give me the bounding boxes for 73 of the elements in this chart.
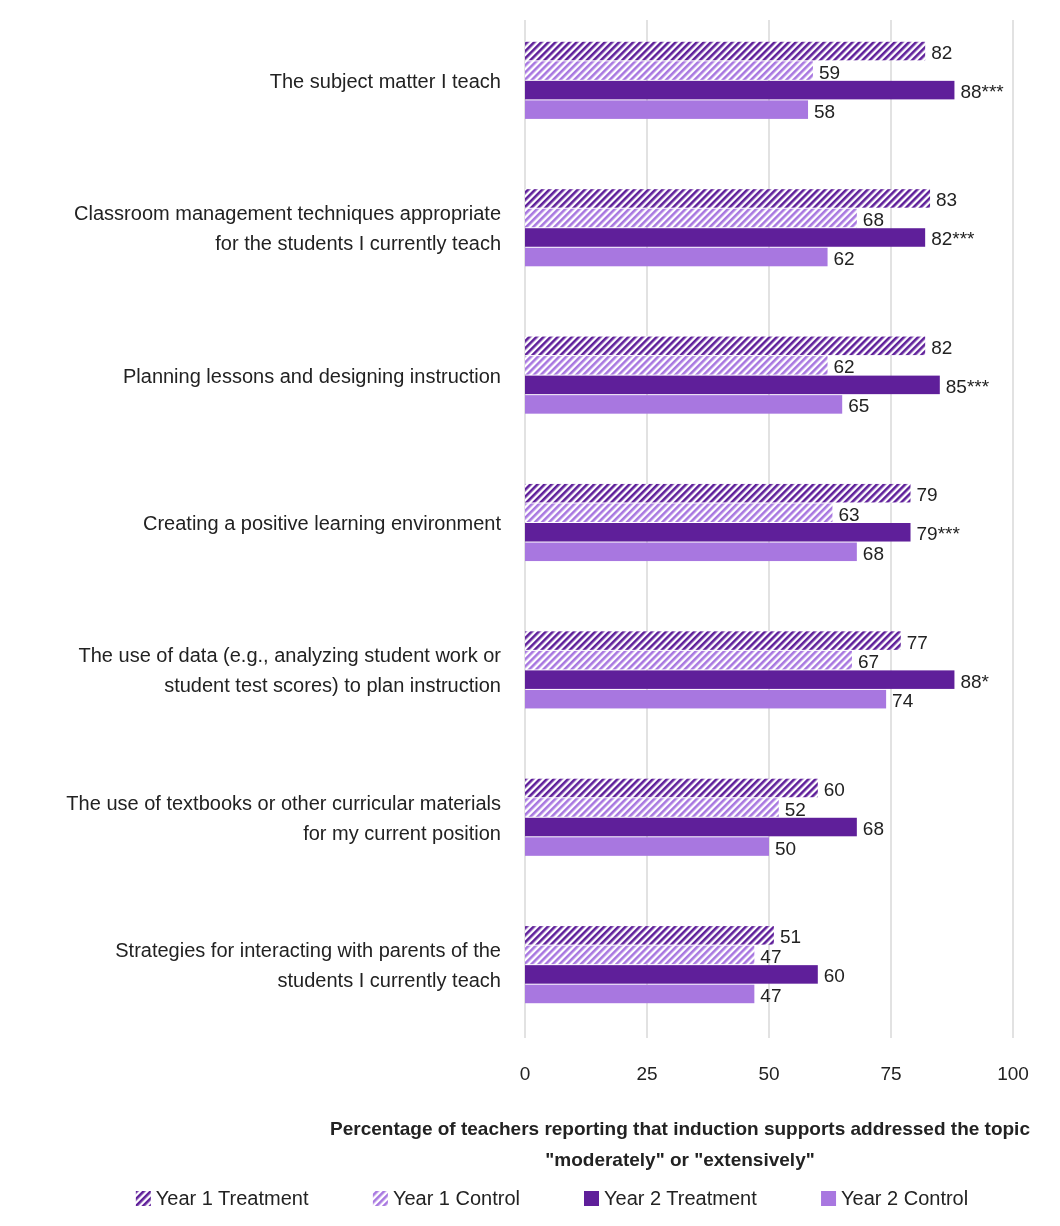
data-label: 68 xyxy=(862,818,884,840)
bar xyxy=(525,395,843,414)
y-tick-label: Classroom management techniques appropriate for the students I currently teach xyxy=(74,202,501,255)
y-tick-label: Creating a positive learning environment xyxy=(143,512,502,534)
bar xyxy=(525,631,901,650)
bar xyxy=(525,228,926,247)
data-label: 63 xyxy=(838,503,860,525)
data-label: 74 xyxy=(892,690,914,712)
bar xyxy=(525,356,828,375)
x-tick-label: 50 xyxy=(758,1063,780,1084)
bar xyxy=(525,503,833,522)
legend-label: Year 2 Treatment xyxy=(604,1187,758,1209)
bar xyxy=(525,542,857,562)
data-label: 50 xyxy=(775,837,797,859)
legend-label: Year 1 Treatment xyxy=(155,1187,309,1209)
data-label: 47 xyxy=(760,984,782,1006)
legend-label: Year 1 Control xyxy=(392,1187,521,1209)
bar xyxy=(525,41,926,61)
data-label: 82 xyxy=(931,336,953,358)
data-label: 82*** xyxy=(931,228,976,250)
bar xyxy=(525,336,926,356)
bar xyxy=(525,650,852,670)
bar xyxy=(525,375,940,395)
bar xyxy=(525,670,955,689)
data-label: 82 xyxy=(931,42,953,64)
x-axis-title: Percentage of teachers reporting that induction supports addressed the topic "moderately" or "extensively" xyxy=(330,1118,1031,1170)
x-tick-label: 100 xyxy=(997,1063,1029,1084)
bar xyxy=(525,61,813,80)
bar xyxy=(525,523,911,542)
bar xyxy=(525,965,818,984)
y-tick-label: Planning lessons and designing instruction xyxy=(122,364,501,387)
bar xyxy=(525,247,828,267)
data-label: 47 xyxy=(760,945,782,967)
y-tick-label: The subject matter I teach xyxy=(269,69,501,92)
data-label: 65 xyxy=(848,395,870,417)
bar xyxy=(525,483,911,503)
data-label: 67 xyxy=(857,651,880,673)
data-label: 68 xyxy=(862,208,884,230)
data-label: 83 xyxy=(936,189,958,211)
bar xyxy=(525,984,755,1004)
x-tick-label: 75 xyxy=(880,1063,902,1084)
bar xyxy=(525,926,774,945)
bar xyxy=(525,817,857,837)
data-label: 88*** xyxy=(960,81,1005,103)
x-tick-label: 25 xyxy=(636,1063,658,1084)
legend-label: Year 2 Control xyxy=(841,1187,969,1209)
bar xyxy=(525,798,779,817)
data-label: 52 xyxy=(784,798,806,820)
bar xyxy=(525,189,931,208)
data-label: 58 xyxy=(814,100,836,122)
data-label: 68 xyxy=(862,542,884,564)
data-label: 62 xyxy=(833,248,855,270)
bar xyxy=(525,100,809,119)
bar xyxy=(525,945,755,965)
data-label: 85*** xyxy=(945,375,990,397)
data-label: 62 xyxy=(833,356,855,378)
bar xyxy=(525,208,857,228)
bar xyxy=(525,778,818,798)
bar xyxy=(525,837,769,856)
data-label: 79*** xyxy=(916,523,961,545)
data-label: 59 xyxy=(818,61,841,83)
y-tick-label: The use of data (e.g., analyzing student work or student test scores) to plan instruction xyxy=(78,644,502,697)
data-label: 51 xyxy=(779,926,802,948)
data-label: 77 xyxy=(906,631,928,653)
data-label: 79 xyxy=(916,484,938,506)
x-tick-label: 0 xyxy=(519,1063,531,1084)
data-label: 88* xyxy=(960,670,990,692)
y-tick-label: The use of textbooks or other curricular materials for my current position xyxy=(66,791,501,844)
bar xyxy=(525,80,955,100)
y-tick-label: Strategies for interacting with parents of the students I currently teach xyxy=(115,939,501,992)
bar xyxy=(525,689,887,709)
data-label: 60 xyxy=(823,965,845,987)
data-label: 60 xyxy=(823,778,845,800)
